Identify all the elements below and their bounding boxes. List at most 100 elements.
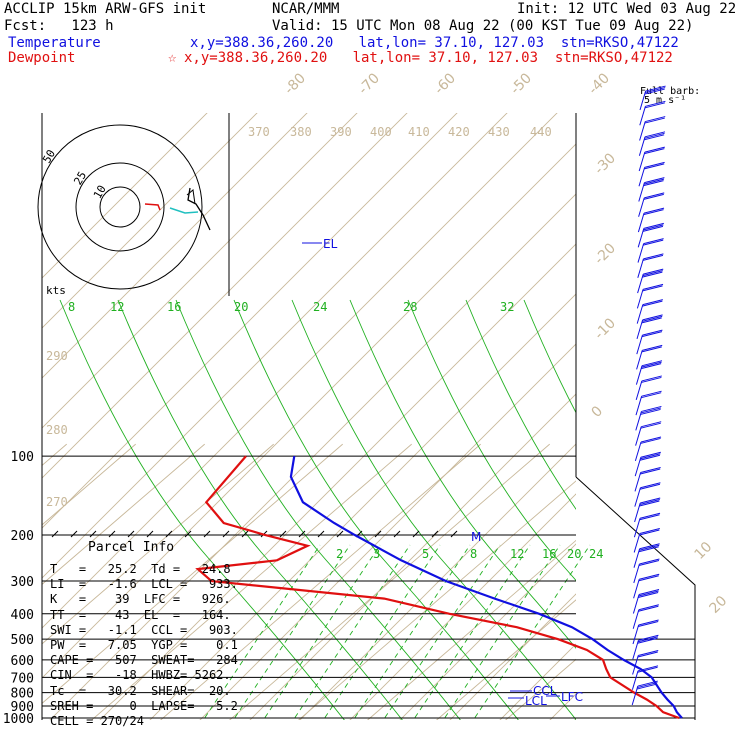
wind-barb-flag bbox=[638, 650, 659, 657]
wind-barb-staff bbox=[637, 212, 645, 233]
wind-barb-flag bbox=[637, 637, 658, 644]
wind-barb-staff bbox=[639, 121, 646, 141]
theta-label: 270 bbox=[46, 495, 68, 509]
theta-label: 440 bbox=[530, 125, 552, 139]
isotherm-label: -20 bbox=[592, 240, 619, 267]
parcel-info-title: Parcel Info bbox=[88, 540, 175, 555]
parcel-row: SREH = 0 LAPSE= 5.2 bbox=[50, 698, 238, 713]
mixing-ratio-line bbox=[292, 544, 411, 720]
moist-adiabat-line bbox=[291, 299, 576, 720]
dry-adiabat-line bbox=[730, 100, 740, 740]
wind-barb-flag bbox=[641, 405, 662, 412]
dry-adiabat-line bbox=[42, 113, 358, 429]
hatch-mark bbox=[374, 530, 382, 538]
wind-barb-flag bbox=[643, 238, 664, 245]
wind-barb-staff bbox=[633, 518, 641, 538]
dry-adiabat-line bbox=[42, 113, 508, 579]
theta-label: 400 bbox=[370, 125, 392, 139]
wind-barb-staff bbox=[635, 380, 643, 401]
wind-barb-flag bbox=[639, 573, 660, 580]
parcel-row: CIN = -18 HWBZ= 5262. bbox=[50, 668, 231, 683]
wind-barb-flag bbox=[636, 683, 658, 690]
pressure-label: 100 bbox=[11, 450, 34, 465]
wind-barb-staff bbox=[634, 457, 642, 477]
ccl-label: CCL bbox=[533, 684, 557, 698]
pressure-label: 600 bbox=[11, 654, 34, 669]
theta-e-label: 32 bbox=[500, 300, 514, 314]
parcel-row: TT = 43 EL = 164. bbox=[50, 607, 231, 622]
wind-barb-flag bbox=[642, 344, 663, 351]
hodograph-units: kts bbox=[46, 284, 66, 297]
pressure-label: 1000 bbox=[3, 712, 34, 727]
wind-barb-flag bbox=[637, 666, 658, 673]
valid-time: Valid: 15 UTC Mon 08 Aug 22 (00 KST Tue … bbox=[272, 18, 694, 34]
isotherm-label: 0 bbox=[589, 403, 607, 421]
mixing-ratio-line bbox=[442, 544, 561, 720]
wind-barb-flag bbox=[643, 193, 664, 200]
wind-barb-flag bbox=[639, 529, 660, 536]
wind-barb-flag bbox=[644, 132, 665, 139]
dewpoint-legend: Dewpoint bbox=[8, 50, 76, 66]
wind-barb-staff bbox=[635, 426, 642, 446]
wind-barb-flag bbox=[640, 482, 661, 489]
dry-adiabat-line bbox=[199, 343, 576, 720]
plot-right-slant bbox=[575, 476, 696, 720]
wind-barb-flag bbox=[640, 466, 661, 473]
mixing-ratio-label: 12 bbox=[510, 547, 524, 561]
mixing-ratio-line bbox=[412, 544, 531, 720]
wind-barb-flag bbox=[641, 390, 662, 397]
wind-barb-staff bbox=[632, 640, 639, 660]
wind-barb-staff bbox=[637, 273, 644, 294]
hatch-mark bbox=[412, 530, 420, 538]
isotherm-line bbox=[42, 443, 205, 585]
wind-barb-staff bbox=[637, 243, 645, 263]
theta-e-label: 12 bbox=[110, 300, 124, 314]
isotherm-line bbox=[366, 539, 576, 720]
wind-barb-flag bbox=[640, 408, 661, 415]
wind-barb-flag bbox=[642, 271, 663, 278]
hatch-mark bbox=[127, 530, 135, 538]
wind-barb-flag bbox=[643, 180, 664, 187]
hatch-mark bbox=[222, 530, 230, 538]
mixing-ratio-label: 16 bbox=[542, 547, 556, 561]
wind-barb-flag bbox=[642, 300, 663, 307]
dry-adiabat-line bbox=[49, 193, 576, 720]
wind-barb-flag bbox=[639, 512, 661, 519]
wind-barb-flag bbox=[638, 619, 659, 626]
init-time: Init: 12 UTC Wed 03 Aug 22 bbox=[517, 1, 737, 17]
parcel-row: Tc = 30.2 SHEAR= 20. bbox=[50, 683, 231, 698]
mixing-ratio-label: 24 bbox=[589, 547, 603, 561]
wind-barb-flag bbox=[643, 224, 664, 231]
wind-barb-flag bbox=[637, 680, 658, 687]
wind-barb-flag bbox=[639, 483, 661, 490]
dry-adiabat-line bbox=[42, 113, 208, 279]
wind-barb-staff bbox=[638, 167, 646, 187]
theta-label: 410 bbox=[408, 125, 430, 139]
parcel-row: PW = 7.05 YGP = 0.1 bbox=[50, 638, 238, 652]
theta-label: 380 bbox=[290, 125, 312, 139]
moist-adiabat-line bbox=[59, 299, 345, 720]
wind-barb-flag bbox=[644, 163, 665, 170]
wind-barb-flag bbox=[643, 253, 664, 260]
wind-barb-staff bbox=[634, 472, 642, 492]
dry-adiabat-line bbox=[580, 100, 740, 740]
temperature-location: x,y=388.36,260.20 lat,lon= 37.10, 127.03… bbox=[190, 35, 679, 51]
wind-barb-flag bbox=[642, 285, 663, 292]
wind-barb-staff bbox=[638, 182, 645, 202]
hodograph-trace-black bbox=[187, 187, 211, 231]
wind-barb-staff bbox=[638, 136, 646, 156]
isotherm-label: -30 bbox=[592, 150, 619, 177]
hatch-mark bbox=[450, 530, 458, 538]
mixing-ratio-line bbox=[202, 544, 321, 720]
mixing-ratio-label: 5 bbox=[422, 547, 429, 561]
wind-barb-flag bbox=[641, 346, 662, 353]
mixing-ratio-line bbox=[232, 544, 351, 720]
wind-barb-flag bbox=[643, 239, 664, 246]
dry-adiabat-line bbox=[149, 293, 576, 720]
el-label: EL bbox=[323, 237, 338, 251]
hodograph-ring-label: 50 bbox=[40, 147, 58, 165]
hodograph-ring-label: 10 bbox=[91, 183, 109, 201]
isotherm-line bbox=[42, 443, 274, 645]
pressure-label: 400 bbox=[11, 608, 34, 623]
